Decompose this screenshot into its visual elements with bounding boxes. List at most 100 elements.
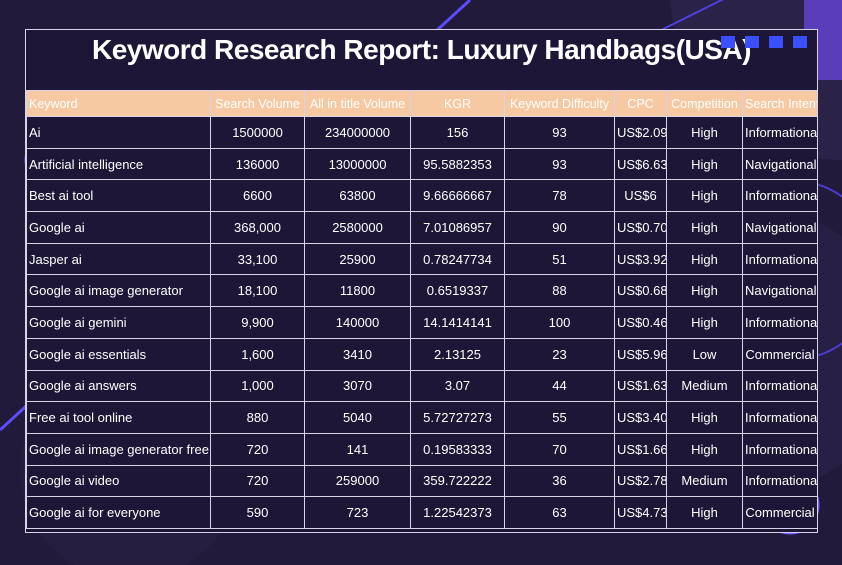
table-cell: Jasper ai	[26, 242, 211, 276]
table-row: Ai 1500000 234000000 156 93 US$2.09 High Inform…	[26, 116, 818, 149]
table-cell: 0.78247734	[410, 242, 505, 276]
table-cell: 720	[210, 464, 305, 498]
table-cell: 78	[504, 179, 615, 213]
table-row: Free ai tool online 880 5040 5.72727273 55 US…	[26, 401, 818, 434]
table-cell: Navigational	[742, 274, 818, 308]
table-row: Google ai video 720 259000 359.722222 36 US$2…	[26, 464, 818, 498]
table-cell: Informational	[742, 464, 818, 498]
table-cell: US$2.09	[614, 116, 667, 149]
table-cell: 90	[504, 211, 615, 244]
table-cell: 33,100	[210, 242, 305, 276]
table-row: Google ai gemini 9,900 140000 14.1414141 100…	[26, 306, 818, 339]
table-cell: Google ai video	[26, 464, 211, 498]
table-row: Google ai 368,000 2580000 7.01086957 90 US$0.…	[26, 211, 818, 244]
table-cell: 51	[504, 242, 615, 276]
table-cell: 5.72727273	[410, 401, 505, 434]
table-cell: 0.6519337	[410, 274, 505, 308]
table-cell: Google ai essentials	[26, 337, 211, 371]
table-cell: US$3.92	[614, 242, 667, 276]
dash-decoration	[793, 36, 807, 48]
table-cell: 70	[504, 432, 615, 466]
table-cell: 1,600	[210, 337, 305, 371]
table-cell: 7.01086957	[410, 211, 505, 244]
table-cell: 44	[504, 369, 615, 403]
table-cell: 23	[504, 337, 615, 371]
column-header: CPC	[614, 90, 667, 117]
table-cell: US$1.66	[614, 432, 667, 466]
table-cell: Artificial intelligence	[26, 147, 211, 181]
table-row: Google ai image generator free 720 141 0.19…	[26, 432, 818, 466]
table-cell: High	[666, 274, 743, 308]
table-cell: US$2.78	[614, 464, 667, 498]
table-cell: High	[666, 116, 743, 149]
table-cell: 95.5882353	[410, 147, 505, 181]
table-cell: 359.722222	[410, 464, 505, 498]
table-cell: High	[666, 179, 743, 213]
table-cell: High	[666, 496, 743, 529]
table-cell: 234000000	[304, 116, 411, 149]
table-cell: 136000	[210, 147, 305, 181]
table-cell: 3410	[304, 337, 411, 371]
dash-decoration	[745, 36, 759, 48]
table-cell: Informational	[742, 432, 818, 466]
table-cell: 723	[304, 496, 411, 529]
table-cell: High	[666, 401, 743, 434]
report-card: Keyword Research Report: Luxury Handbags…	[25, 29, 818, 533]
column-header: All in title Volume	[304, 90, 411, 117]
table-cell: 11800	[304, 274, 411, 308]
table-row: Google ai image generator 18,100 11800 0.65…	[26, 274, 818, 308]
table-cell: Informational	[742, 179, 818, 213]
table-cell: US$1.63	[614, 369, 667, 403]
table-cell: 36	[504, 464, 615, 498]
table-cell: 93	[504, 147, 615, 181]
table-cell: Medium	[666, 464, 743, 498]
table-cell: Low	[666, 337, 743, 371]
table-cell: 141	[304, 432, 411, 466]
table-cell: 720	[210, 432, 305, 466]
table-cell: Google ai for everyone	[26, 496, 211, 529]
table-row: Google ai answers 1,000 3070 3.07 44 US$1.63 M…	[26, 369, 818, 403]
table-cell: Commercial	[742, 337, 818, 371]
table-row: Google ai essentials 1,600 3410 2.13125 23 US…	[26, 337, 818, 371]
table-cell: Ai	[26, 116, 211, 149]
table-cell: Informational	[742, 116, 818, 149]
table-cell: Google ai answers	[26, 369, 211, 403]
report-title: Keyword Research Report: Luxury Handbags…	[92, 34, 751, 65]
table-cell: Navigational	[742, 147, 818, 181]
table-cell: Commercial	[742, 496, 818, 529]
table-cell: 259000	[304, 464, 411, 498]
table-body: Ai 1500000 234000000 156 93 US$2.09 High Inform…	[26, 116, 818, 529]
table-cell: 63800	[304, 179, 411, 213]
column-header: Keyword Difficulty	[504, 90, 615, 117]
table-row: Google ai for everyone 590 723 1.22542373 63…	[26, 496, 818, 529]
table-cell: Google ai	[26, 211, 211, 244]
table-cell: 368,000	[210, 211, 305, 244]
dash-decoration	[769, 36, 783, 48]
table-cell: 0.19583333	[410, 432, 505, 466]
table-cell: US$4.73	[614, 496, 667, 529]
table-cell: 156	[410, 116, 505, 149]
table-cell: 1.22542373	[410, 496, 505, 529]
decorative-dashes	[721, 36, 807, 48]
table-header-row: Keyword Search Volume All in title Volume K…	[26, 90, 818, 117]
table-cell: Medium	[666, 369, 743, 403]
table-cell: 590	[210, 496, 305, 529]
table-cell: High	[666, 242, 743, 276]
table-cell: 13000000	[304, 147, 411, 181]
table-cell: Informational	[742, 242, 818, 276]
table-cell: 2.13125	[410, 337, 505, 371]
table-cell: High	[666, 211, 743, 244]
table-cell: 63	[504, 496, 615, 529]
column-header: Search Volume	[210, 90, 305, 117]
table-cell: US$0.68	[614, 274, 667, 308]
table-cell: Best ai tool	[26, 179, 211, 213]
table-cell: Navigational	[742, 211, 818, 244]
table-cell: 55	[504, 401, 615, 434]
table-cell: US$0.70	[614, 211, 667, 244]
table-cell: 14.1414141	[410, 306, 505, 339]
table-cell: Informational	[742, 401, 818, 434]
table-cell: High	[666, 432, 743, 466]
table-cell: 880	[210, 401, 305, 434]
table-cell: US$5.96	[614, 337, 667, 371]
table-cell: 88	[504, 274, 615, 308]
